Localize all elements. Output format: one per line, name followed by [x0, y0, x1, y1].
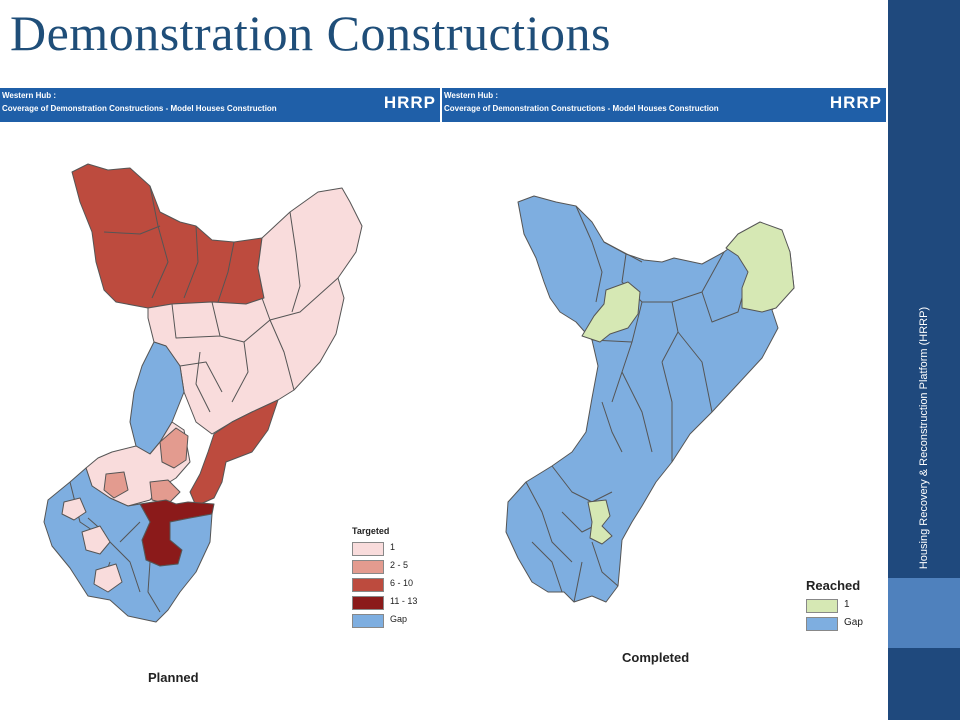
- planned-legend-label: 11 - 13: [390, 596, 418, 606]
- completed-legend-title: Reached: [806, 578, 861, 593]
- planned-map: [43, 163, 363, 623]
- planned-legend-swatch: [352, 560, 384, 574]
- completed-legend-row: 1: [806, 597, 886, 615]
- planned-region-north: [71, 163, 265, 309]
- planned-region-center-red: [189, 399, 279, 507]
- right-banner-line1: Western Hub :: [444, 91, 499, 100]
- completed-legend-swatch: [806, 617, 838, 631]
- planned-legend-row: 6 - 10: [352, 576, 432, 594]
- planned-legend-label: Gap: [390, 614, 408, 624]
- planned-legend-swatch: [352, 578, 384, 592]
- planned-caption: Planned: [148, 670, 199, 685]
- completed-legend-swatch: [806, 599, 838, 613]
- left-map-banner: Western Hub : Coverage of Demonstration …: [0, 88, 440, 122]
- planned-region-mid-light-3: [149, 479, 181, 505]
- completed-legend-label: 1: [844, 599, 850, 610]
- planned-legend: Targeted 1 2 - 5 6 - 10 11 - 13 Gap: [352, 526, 432, 630]
- right-map-banner: Western Hub : Coverage of Demonstration …: [442, 88, 886, 122]
- planned-region-mid-light-2: [103, 471, 129, 499]
- planned-legend-swatch: [352, 614, 384, 628]
- sidebar-band: Housing Recovery & Reconstruction Platfo…: [888, 0, 960, 720]
- left-banner-line2: Coverage of Demonstration Constructions …: [2, 104, 277, 113]
- planned-legend-row: 1: [352, 540, 432, 558]
- planned-region-south-light-1: [81, 525, 111, 555]
- planned-legend-label: 6 - 10: [390, 578, 414, 588]
- sidebar-accent: [888, 578, 960, 648]
- completed-legend-label: Gap: [844, 617, 863, 628]
- planned-region-mid-light: [159, 427, 189, 469]
- planned-legend-label: 1: [390, 542, 396, 552]
- planned-legend-swatch: [352, 596, 384, 610]
- completed-region-reached-1: [581, 281, 641, 343]
- planned-legend-swatch: [352, 542, 384, 556]
- planned-region-south-light-3: [61, 497, 87, 521]
- completed-region-reached-3: [587, 499, 613, 545]
- completed-legend: Reached 1 Gap: [806, 578, 886, 633]
- planned-region-south-gap: [43, 467, 213, 623]
- maps-panel: Western Hub : Coverage of Demonstration …: [0, 88, 886, 718]
- completed-region-main: [505, 195, 795, 603]
- left-hrrp-logo: HRRP: [383, 93, 436, 112]
- right-banner-line2: Coverage of Demonstration Constructions …: [444, 104, 719, 113]
- planned-region-south-light-2: [93, 563, 123, 593]
- planned-legend-title: Targeted: [352, 526, 390, 536]
- slide-title: Demonstration Constructions: [10, 5, 611, 61]
- completed-caption: Completed: [622, 650, 690, 665]
- planned-legend-row: 2 - 5: [352, 558, 432, 576]
- completed-region-reached-2: [725, 221, 795, 313]
- completed-legend-row: Gap: [806, 615, 886, 633]
- sidebar-label: Housing Recovery & Reconstruction Platfo…: [918, 306, 930, 570]
- planned-legend-label: 2 - 5: [390, 560, 409, 570]
- planned-legend-row: 11 - 13: [352, 594, 432, 612]
- completed-map: [505, 195, 795, 603]
- right-hrrp-logo: HRRP: [829, 93, 882, 112]
- planned-legend-row: Gap: [352, 612, 432, 630]
- left-banner-line1: Western Hub :: [2, 91, 57, 100]
